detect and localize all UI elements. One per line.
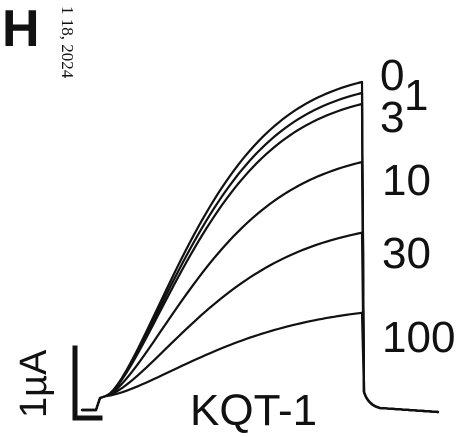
concentration-label-3: 3 xyxy=(380,93,404,142)
panel-letter: H xyxy=(2,0,40,58)
concentration-label-0: 0 xyxy=(380,51,404,100)
concentration-label-30: 30 xyxy=(382,229,431,278)
current-trace-3 xyxy=(80,102,364,412)
scale-bar-label: 1µA xyxy=(13,349,55,418)
construct-label: KQT-1 xyxy=(190,386,317,435)
concentration-label-10: 10 xyxy=(382,156,431,205)
scale-bar xyxy=(72,345,103,421)
tail-current-100 xyxy=(360,311,440,414)
concentration-label-group: 0 13 10 30 100 xyxy=(380,51,455,362)
current-trace-0 xyxy=(80,80,364,412)
tail-current-group xyxy=(360,80,440,414)
current-trace-30 xyxy=(80,231,364,412)
trace-group xyxy=(80,80,364,412)
concentration-label-100: 100 xyxy=(382,313,455,362)
date-stamp: 1 18, 2024 xyxy=(58,6,77,79)
current-trace-100 xyxy=(80,311,364,412)
current-trace-1 xyxy=(80,91,364,412)
concentration-label-1: 1 xyxy=(404,71,428,120)
current-trace-10 xyxy=(80,161,364,412)
